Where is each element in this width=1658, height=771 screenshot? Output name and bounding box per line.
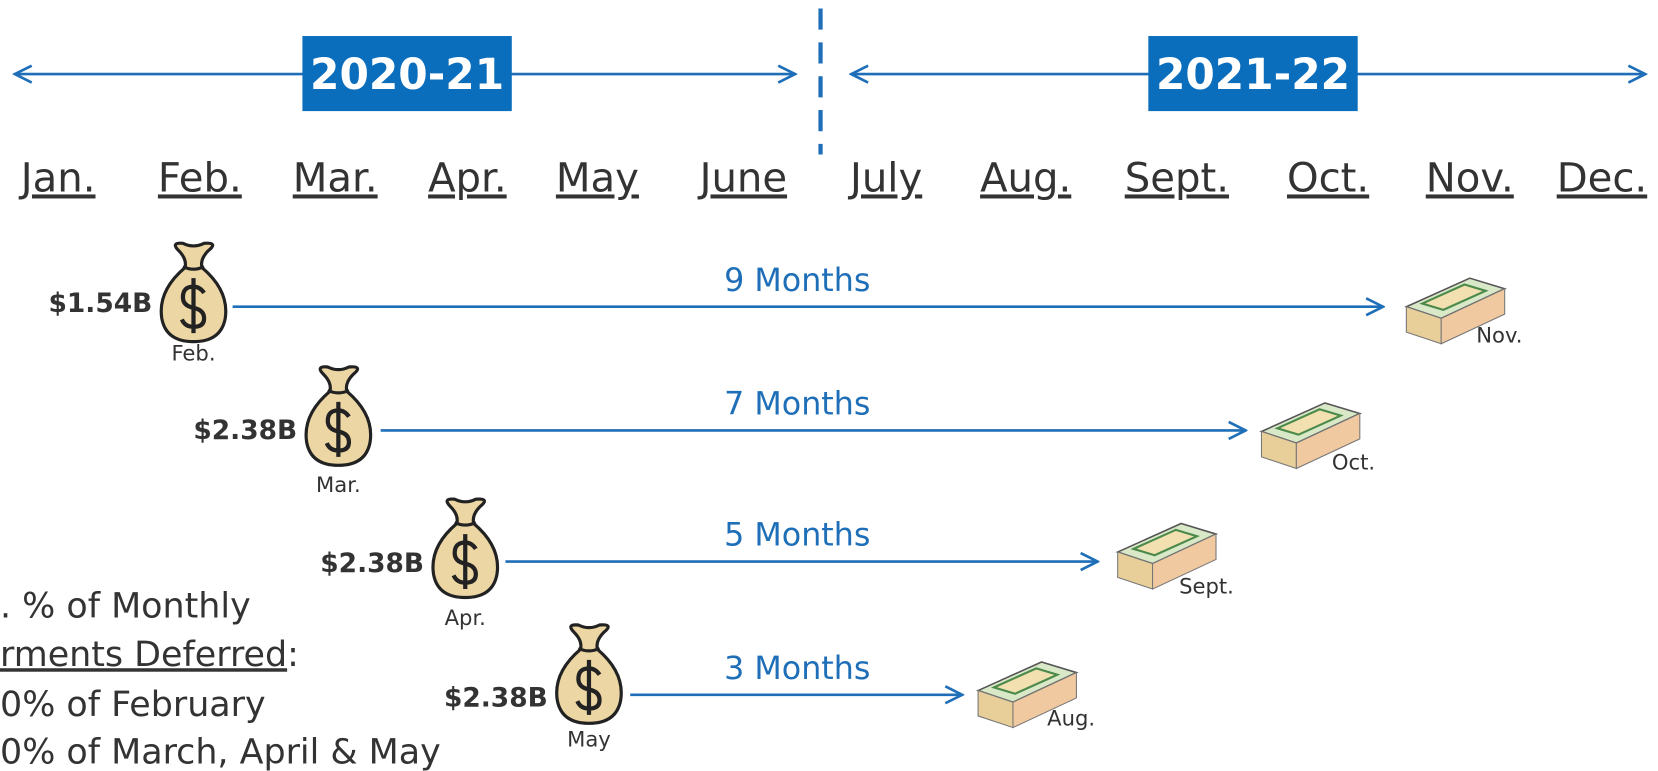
month-label: June bbox=[697, 155, 787, 201]
month-label: Dec. bbox=[1557, 155, 1648, 201]
month-label: Oct. bbox=[1287, 155, 1369, 201]
from-month: Mar. bbox=[316, 472, 361, 497]
money-bag bbox=[433, 499, 498, 597]
duration: 9 Months bbox=[724, 263, 870, 299]
amount: $2.38B bbox=[193, 415, 297, 446]
from-month: Apr. bbox=[445, 605, 486, 630]
note-line: . % of Monthly bbox=[0, 587, 251, 627]
to-month: Aug. bbox=[1047, 705, 1095, 730]
period-box bbox=[1148, 36, 1358, 112]
month-label: Feb. bbox=[158, 155, 242, 201]
amount: $2.38B bbox=[444, 682, 548, 713]
month-label: July bbox=[847, 155, 922, 201]
money-bag bbox=[306, 367, 371, 465]
to-month: Oct. bbox=[1332, 450, 1375, 475]
duration: 7 Months bbox=[724, 387, 870, 423]
month-label: Apr. bbox=[428, 155, 507, 201]
from-month: May bbox=[567, 727, 611, 752]
month-label: May bbox=[556, 155, 639, 201]
timeline-header: 2020-21 2021-22 bbox=[15, 8, 1646, 155]
note-item: 0% of February bbox=[0, 685, 266, 725]
duration: 3 Months bbox=[724, 651, 870, 687]
month-label: Aug. bbox=[980, 155, 1071, 201]
month-label: Jan. bbox=[18, 155, 96, 201]
note-rest: : bbox=[287, 635, 299, 675]
note-underlined: rments Deferred bbox=[0, 635, 287, 675]
money-bag bbox=[161, 243, 226, 341]
months: Jan. Feb. Mar. Apr. May June July Aug. Sept. Oct.… bbox=[18, 155, 1647, 201]
to-month: Sept. bbox=[1179, 573, 1234, 598]
duration: 5 Months bbox=[724, 518, 870, 554]
amount: $2.38B bbox=[320, 548, 424, 579]
deferral-rows: $1.54B Feb. 9 Months Nov. $2.38B Mar. 7 Months… bbox=[49, 243, 1523, 752]
note-item: 0% of March, April & May bbox=[0, 733, 441, 771]
note: . % of Monthly rments Deferred: 0% of Fe… bbox=[0, 587, 441, 771]
period-box bbox=[302, 36, 512, 112]
period-label: 2021-22 bbox=[1156, 50, 1350, 99]
month-label: Mar. bbox=[293, 155, 378, 201]
from-month: Feb. bbox=[171, 341, 215, 366]
period-label: 2020-21 bbox=[310, 50, 504, 99]
month-label: Nov. bbox=[1426, 155, 1514, 201]
note-line: rments Deferred: bbox=[0, 635, 299, 675]
month-label: Sept. bbox=[1125, 155, 1229, 201]
money-bag bbox=[557, 625, 622, 723]
to-month: Nov. bbox=[1476, 323, 1522, 348]
amount: $1.54B bbox=[49, 288, 153, 319]
